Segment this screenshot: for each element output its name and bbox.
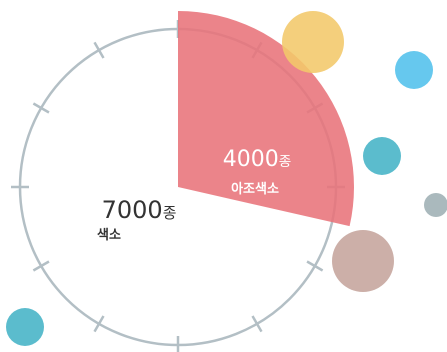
total-label: 색소 [97, 228, 121, 243]
ring-tick [32, 260, 50, 272]
azo-dye-sector [178, 11, 354, 227]
bubble-teal-small [6, 308, 44, 346]
ring-tick [32, 102, 50, 114]
bubble-teal [363, 137, 401, 175]
bubble-brown [332, 230, 394, 292]
sector-value: 4000종 [222, 147, 292, 172]
ring-tick [93, 315, 105, 333]
total-value: 7000종 [101, 196, 177, 224]
bubble-blue [395, 51, 433, 89]
bubble-gray [424, 193, 447, 217]
ring-tick [251, 315, 263, 333]
ring-tick [93, 41, 105, 59]
sector-label: 아조색소 [231, 182, 279, 197]
ring-tick [306, 260, 324, 272]
bubble-yellow [282, 11, 344, 73]
